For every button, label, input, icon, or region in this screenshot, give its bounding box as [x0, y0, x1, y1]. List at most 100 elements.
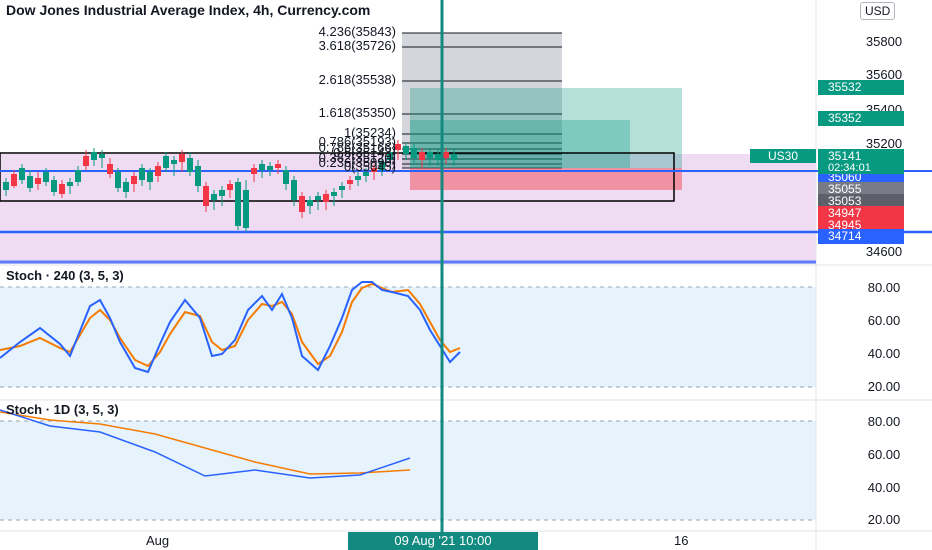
- candle-body-55: [443, 152, 449, 158]
- candle-body-30: [243, 190, 249, 228]
- candle-body-21: [171, 160, 177, 164]
- candle-body-56: [451, 154, 457, 160]
- candle-body-17: [139, 168, 145, 180]
- stoch1d-lines: [0, 409, 411, 479]
- price-tag-5: 34947: [818, 206, 904, 221]
- candle-body-41: [331, 192, 337, 196]
- candle-body-26: [211, 194, 217, 200]
- candle-body-39: [315, 196, 321, 200]
- candle-body-14: [115, 172, 121, 188]
- symbol-badge: US30: [750, 149, 816, 163]
- candle-body-44: [355, 176, 361, 180]
- fib-label-4: 1(35234): [343, 125, 396, 140]
- candle-body-48: [387, 152, 393, 160]
- fib-label-1: 3.618(35726): [318, 38, 396, 53]
- chart-title: Dow Jones Industrial Average Index, 4h, …: [6, 2, 371, 18]
- candle-body-18: [147, 172, 153, 182]
- fib-label-5: 0.786(35193): [318, 134, 396, 149]
- candle-body-19: [155, 166, 161, 176]
- fib-label-7: 0.5(35143): [333, 145, 396, 160]
- candle-body-31: [251, 168, 257, 174]
- candle-body-36: [291, 180, 297, 200]
- stoch240-axis-40: 40.00: [867, 346, 901, 361]
- time-axis-current: 09 Aug '21 10:00: [348, 532, 538, 550]
- long-stop-zone: [410, 168, 682, 190]
- candle-body-16: [131, 176, 137, 184]
- candle-body-54: [435, 154, 441, 160]
- candle-body-3: [27, 176, 33, 188]
- candle-body-20: [163, 156, 169, 168]
- fib-label-2: 2.618(35538): [318, 72, 396, 87]
- candle-body-27: [219, 190, 225, 196]
- bar-countdown: 02:34:01: [818, 162, 904, 174]
- currency-label[interactable]: USD: [860, 2, 896, 20]
- fib-extension-zone: [402, 33, 562, 168]
- candle-body-50: [403, 146, 409, 154]
- candle-body-13: [107, 164, 113, 174]
- candle-body-42: [339, 186, 345, 190]
- candle-body-24: [195, 166, 201, 186]
- candles: [3, 140, 457, 232]
- candle-body-0: [3, 182, 9, 190]
- candle-body-43: [347, 180, 353, 184]
- candle-body-34: [275, 164, 281, 168]
- candle-body-25: [203, 186, 209, 206]
- candle-body-15: [123, 182, 129, 192]
- candle-body-8: [67, 182, 73, 186]
- stoch240-k-line: [0, 281, 461, 374]
- candle-body-51: [411, 148, 417, 158]
- candle-body-1: [11, 174, 17, 186]
- candle-body-45: [363, 172, 369, 176]
- fib-lines: [402, 32, 562, 169]
- candle-body-23: [187, 158, 193, 172]
- price-axis-35600: 35600: [865, 67, 903, 82]
- candle-body-28: [227, 184, 233, 190]
- stoch240-lines: [0, 281, 461, 374]
- stoch1d-axis-20: 20.00: [867, 512, 901, 527]
- candle-body-46: [371, 168, 377, 172]
- candle-body-7: [59, 184, 65, 194]
- stoch1d-k-line: [0, 409, 411, 479]
- candle-body-22: [179, 154, 185, 162]
- price-tag-4: 35053: [818, 194, 904, 209]
- candle-body-6: [51, 180, 57, 192]
- price-tag-3: 35055: [818, 182, 904, 197]
- price-tag-7: 34714: [818, 229, 904, 244]
- fib-label-0: 4.236(35843): [318, 24, 396, 39]
- stoch240-axis-60: 60.00: [867, 313, 901, 328]
- candle-body-12: [99, 154, 105, 158]
- candle-body-29: [235, 182, 241, 226]
- candle-body-40: [323, 194, 329, 202]
- candle-body-37: [299, 196, 305, 212]
- stoch240-axis-20: 20.00: [867, 379, 901, 394]
- last-price-tag: 35141: [818, 149, 904, 163]
- candle-body-33: [267, 166, 273, 170]
- candle-body-52: [419, 152, 425, 160]
- fib-label-9: 0.236(35090): [318, 155, 396, 170]
- stoch1d-axis-40: 40.00: [867, 480, 901, 495]
- price-tag-1: 35352: [818, 111, 904, 126]
- candle-body-2: [19, 168, 25, 180]
- candle-body-38: [307, 200, 313, 206]
- stoch1d-d-line: [0, 411, 411, 475]
- fib-label-10: 0(35045): [343, 159, 396, 174]
- stoch240-band: [0, 287, 816, 387]
- price-axis-35200: 35200: [865, 136, 903, 151]
- stoch1d-title[interactable]: Stoch · 1D (3, 5, 3): [6, 402, 119, 417]
- time-axis-16: 16: [674, 533, 689, 548]
- stoch240-title[interactable]: Stoch · 240 (3, 5, 3): [6, 268, 124, 283]
- fib-label-6: 0.786(35166): [318, 140, 396, 155]
- stoch1d-axis-80: 80.00: [867, 414, 901, 429]
- candle-body-4: [35, 178, 41, 184]
- stoch1d-axis-60: 60.00: [867, 447, 901, 462]
- candle-body-32: [259, 164, 265, 170]
- fib-label-8: 0.382(35120): [318, 150, 396, 165]
- price-axis-35800: 35800: [865, 34, 903, 49]
- candle-body-11: [91, 152, 97, 160]
- price-axis-34600: 34600: [865, 244, 903, 259]
- long-target-zone-2: [410, 120, 630, 168]
- fib-label-3: 1.618(35350): [318, 105, 396, 120]
- stoch240-axis-80: 80.00: [867, 280, 901, 295]
